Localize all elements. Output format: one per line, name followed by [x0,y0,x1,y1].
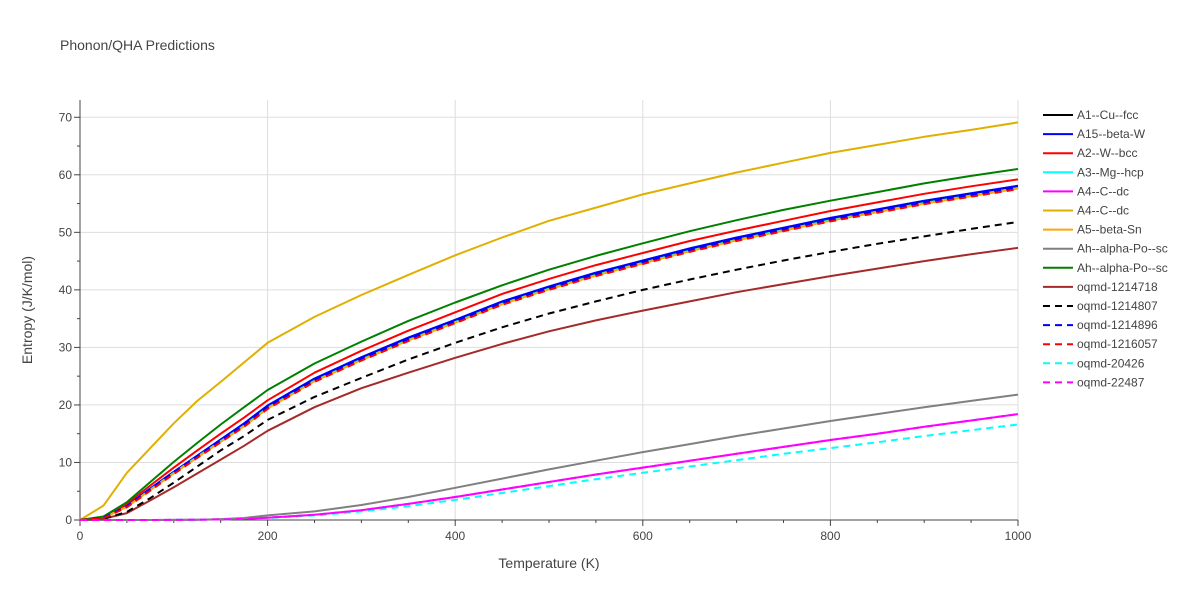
legend-label: Ah--alpha-Po--sc [1077,242,1168,256]
legend-label: oqmd-20426 [1077,356,1145,370]
legend-item[interactable]: A4--C--dc [1043,204,1129,218]
legend[interactable]: A1--Cu--fcc A15--beta-W A2--W--bcc A3--Mg--… [1043,108,1168,389]
legend-item[interactable]: oqmd-1214807 [1043,299,1158,313]
legend-label: oqmd-1214718 [1077,280,1158,294]
series-line-14 [80,413,1019,521]
legend-label: A3--Mg--hcp [1077,165,1144,179]
series-lines [79,121,1019,521]
y-tick-label: 40 [59,283,73,297]
y-tick-label: 30 [59,340,73,354]
y-tick-label: 0 [65,513,72,527]
legend-label: A4--C--dc [1077,184,1129,198]
series-line-12 [79,188,1019,521]
legend-label: A5--beta-Sn [1077,223,1142,237]
legend-label: oqmd-1214807 [1077,299,1158,313]
y-tick-label: 10 [59,455,73,469]
x-tick-label: 1000 [1005,529,1032,543]
x-tick-label: 600 [633,529,653,543]
legend-item[interactable]: A5--beta-Sn [1043,223,1142,237]
grid [80,100,1019,520]
legend-label: oqmd-1214896 [1077,318,1158,332]
legend-item[interactable]: Ah--alpha-Po--sc [1043,261,1168,275]
x-tick-label: 400 [445,529,465,543]
legend-label: oqmd-1216057 [1077,337,1158,351]
legend-item[interactable]: oqmd-1216057 [1043,337,1158,351]
legend-label: Ah--alpha-Po--sc [1077,261,1168,275]
series-line-10 [79,221,1019,521]
legend-label: A15--beta-W [1077,127,1146,141]
y-tick-label: 70 [59,110,73,124]
legend-item[interactable]: Ah--alpha-Po--sc [1043,242,1168,256]
y-tick-label: 50 [59,225,73,239]
chart-title: Phonon/QHA Predictions [60,37,215,53]
series-line-5 [79,121,1019,521]
legend-item[interactable]: oqmd-22487 [1043,375,1145,389]
legend-item[interactable]: A2--W--bcc [1043,146,1137,160]
legend-item[interactable]: A1--Cu--fcc [1043,108,1138,122]
series-line-2 [79,178,1019,521]
legend-item[interactable]: oqmd-1214896 [1043,318,1158,332]
legend-label: oqmd-22487 [1077,375,1145,389]
legend-label: A4--C--dc [1077,204,1129,218]
series-line-13 [80,423,1019,521]
legend-label: A2--W--bcc [1077,146,1137,160]
y-axis-title: Entropy (J/K/mol) [19,256,35,364]
legend-label: A1--Cu--fcc [1077,108,1138,122]
legend-item[interactable]: oqmd-1214718 [1043,280,1158,294]
legend-item[interactable]: oqmd-20426 [1043,356,1145,370]
y-tick-label: 60 [59,168,73,182]
axes: 0 200 400 600 800 1000 0 10 20 30 40 50 60 70 [59,100,1032,543]
series-line-7 [80,393,1019,521]
y-tick-label: 20 [59,398,73,412]
series-line-4 [80,413,1019,521]
x-tick-label: 800 [820,529,840,543]
legend-item[interactable]: A15--beta-W [1043,127,1146,141]
x-tick-label: 0 [77,529,84,543]
x-axis-title: Temperature (K) [498,555,599,571]
series-line-8 [79,168,1019,521]
x-tick-label: 200 [258,529,278,543]
legend-item[interactable]: A4--C--dc [1043,184,1129,198]
legend-item[interactable]: A3--Mg--hcp [1043,165,1144,179]
series-line-11 [79,186,1019,521]
series-line-9 [79,246,1019,521]
